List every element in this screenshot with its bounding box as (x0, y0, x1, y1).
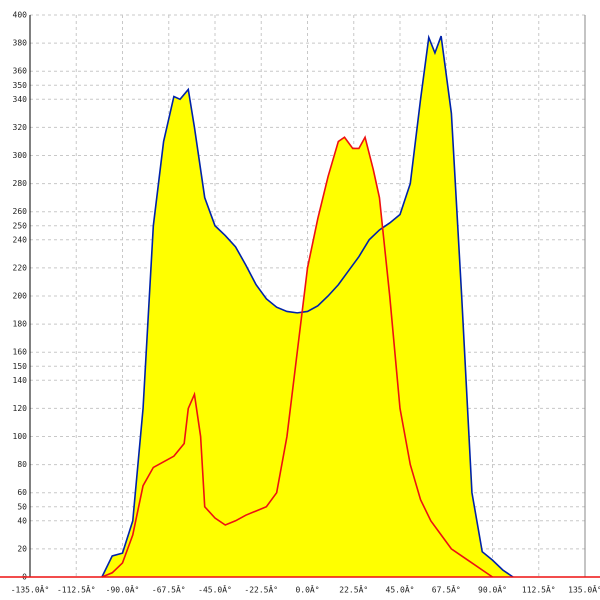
y-tick-label: 380 (13, 39, 28, 48)
y-tick-label: 60 (17, 488, 27, 497)
x-tick-label: -67.5Â° (152, 584, 186, 595)
y-tick-label: 200 (13, 292, 28, 301)
y-tick-label: 120 (13, 404, 28, 413)
y-tick-label: 240 (13, 235, 28, 244)
y-tick-label: 350 (13, 81, 28, 90)
x-tick-label: -22.5Â° (244, 584, 278, 595)
x-tick-label: 22.5Â° (339, 584, 368, 595)
area (101, 36, 514, 577)
y-tick-label: 160 (13, 348, 28, 357)
y-tick-label: 140 (13, 376, 28, 385)
y-tick-label: 20 (17, 544, 27, 553)
y-tick-label: 150 (13, 362, 28, 371)
y-tick-label: 360 (13, 67, 28, 76)
y-tick-label: 260 (13, 207, 28, 216)
y-tick-label: 220 (13, 263, 28, 272)
x-tick-label: 0.0Â° (295, 584, 319, 595)
y-tick-label: 400 (13, 11, 28, 20)
y-tick-label: 320 (13, 123, 28, 132)
x-tick-label: 135.0Â° (568, 584, 600, 595)
y-tick-label: 40 (17, 516, 27, 525)
x-tick-label: -112.5Â° (57, 584, 96, 595)
y-tick-label: 100 (13, 432, 28, 441)
line (101, 34, 514, 578)
x-tick-label: -135.0Â° (11, 584, 50, 595)
y-tick-label: 280 (13, 179, 28, 188)
x-tick-label: -45.0Â° (198, 584, 232, 595)
x-tick-label: 90.0Â° (478, 584, 507, 595)
y-tick-label: 300 (13, 151, 28, 160)
x-tick-label: 67.5Â° (432, 584, 461, 595)
y-tick-label: 180 (13, 320, 28, 329)
y-tick-label: 250 (13, 221, 28, 230)
y-tick-label: 340 (13, 95, 28, 104)
y-tick-label: 50 (17, 502, 27, 511)
x-tick-label: 112.5Â° (522, 584, 556, 595)
x-tick-label: -90.0Â° (106, 584, 140, 595)
y-tick-label: 80 (17, 460, 27, 469)
x-tick-label: 45.0Â° (386, 584, 415, 595)
line (101, 135, 493, 578)
